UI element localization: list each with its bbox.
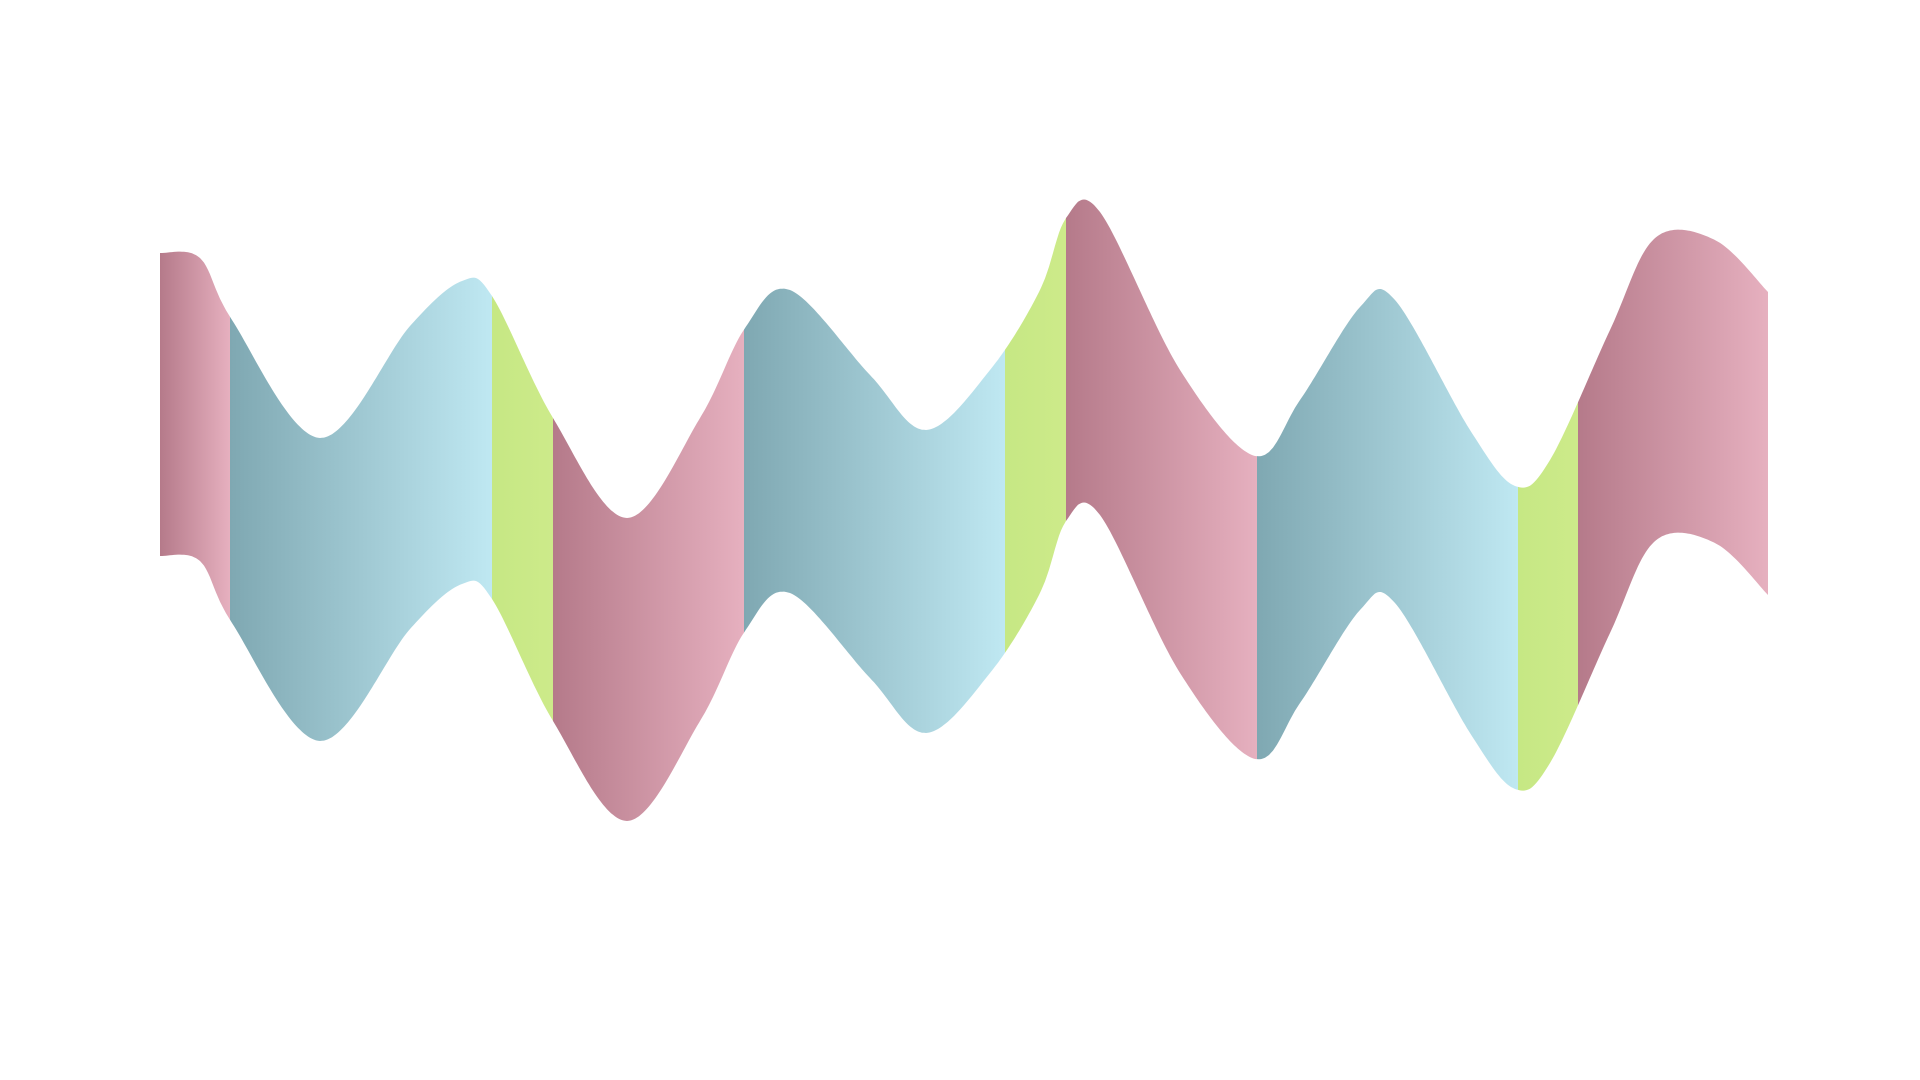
wave-band-pink [1578,229,1768,706]
wave-band-lime [492,296,553,721]
wave-band-pink [160,251,230,620]
wave-band-teal [230,277,492,741]
wave-band-pink [553,329,744,821]
wave-band-teal [744,288,1005,733]
wave-band-lime [1005,218,1066,653]
wave-band-pink [1066,199,1257,760]
wave-band-lime [1518,402,1578,791]
wave-band-teal [1257,289,1518,790]
